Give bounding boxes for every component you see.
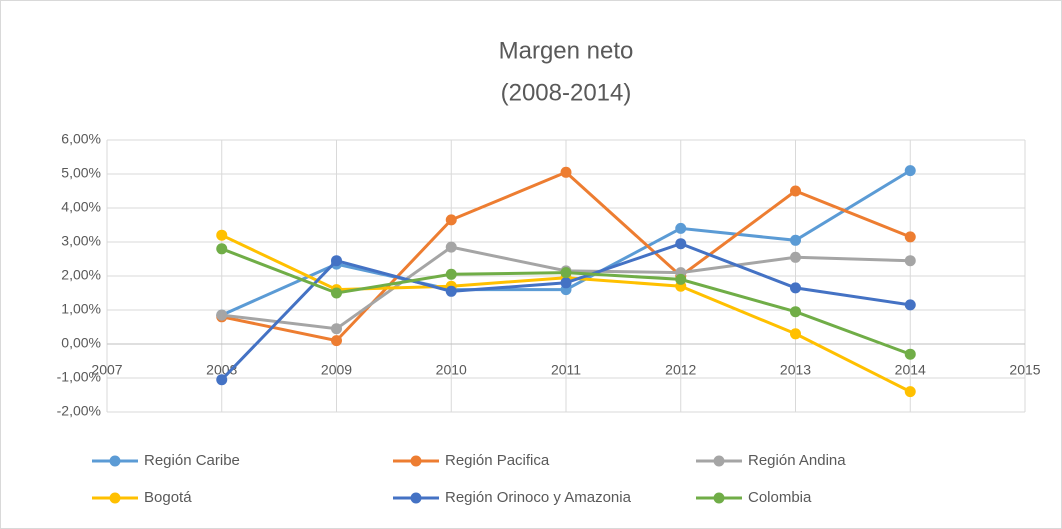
data-point <box>675 238 687 250</box>
data-point <box>675 273 687 285</box>
data-point <box>675 222 687 234</box>
data-point <box>331 335 342 347</box>
x-tick-label: 2011 <box>551 362 581 378</box>
data-point <box>445 268 457 280</box>
data-point <box>790 251 801 263</box>
legend-marker <box>713 492 725 504</box>
data-point <box>560 166 572 178</box>
data-point <box>904 231 916 243</box>
legend-label: Bogotá <box>144 489 192 506</box>
data-point <box>331 287 342 299</box>
data-point <box>216 229 228 241</box>
data-point <box>445 285 457 297</box>
legend-label: Región Orinoco y Amazonia <box>445 489 632 506</box>
legend-marker <box>109 492 121 504</box>
data-point <box>904 165 916 177</box>
data-point <box>445 214 457 226</box>
data-point <box>560 267 572 279</box>
y-tick-label: 6,00% <box>61 131 101 147</box>
legend-label: Región Pacifica <box>445 452 550 469</box>
legend-label: Región Caribe <box>144 452 240 469</box>
y-tick-label: 3,00% <box>61 233 101 249</box>
data-point <box>904 386 916 398</box>
y-tick-label: -1,00% <box>57 369 101 385</box>
data-point <box>790 185 801 197</box>
x-tick-label: 2007 <box>91 362 122 378</box>
y-tick-label: -2,00% <box>57 403 101 419</box>
legend-label: Colombia <box>748 489 812 506</box>
data-point <box>904 255 916 267</box>
y-tick-label: 0,00% <box>61 335 101 351</box>
data-point <box>216 374 228 386</box>
data-point <box>216 309 228 321</box>
data-point <box>790 234 801 246</box>
x-tick-label: 2008 <box>206 362 237 378</box>
data-point <box>216 243 228 255</box>
x-tick-label: 2013 <box>780 362 811 378</box>
x-tick-label: 2009 <box>321 362 352 378</box>
x-tick-label: 2012 <box>665 362 696 378</box>
y-tick-label: 5,00% <box>61 165 101 181</box>
legend-marker <box>410 455 422 467</box>
data-point <box>445 241 457 253</box>
data-point <box>904 299 916 311</box>
data-point <box>790 282 801 294</box>
legend-marker <box>410 492 422 504</box>
chart-subtitle: (2008-2014) <box>501 79 632 106</box>
data-point <box>331 255 342 267</box>
data-point <box>560 277 572 289</box>
chart-title: Margen neto <box>499 37 634 64</box>
x-tick-label: 2010 <box>436 362 467 378</box>
data-point <box>790 306 801 318</box>
data-point <box>790 328 801 340</box>
legend-label: Región Andina <box>748 452 846 469</box>
data-point <box>904 348 916 360</box>
y-tick-label: 4,00% <box>61 199 101 215</box>
y-tick-label: 2,00% <box>61 267 101 283</box>
legend-marker <box>713 455 725 467</box>
x-tick-label: 2015 <box>1009 362 1040 378</box>
legend-marker <box>109 455 121 467</box>
data-point <box>331 323 342 335</box>
y-tick-label: 1,00% <box>61 301 101 317</box>
x-tick-label: 2014 <box>895 362 926 378</box>
